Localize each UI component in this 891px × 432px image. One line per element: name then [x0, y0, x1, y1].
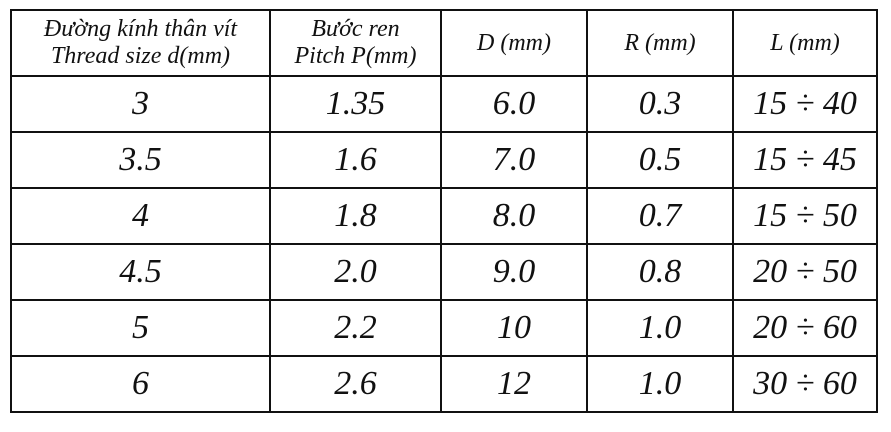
cell-pitch: 1.6	[269, 131, 442, 189]
header-r-label: R (mm)	[624, 29, 696, 56]
cell-pitch: 2.2	[269, 299, 442, 357]
table-row: 3 1.35 6.0 0.3 15 ÷ 40	[10, 75, 878, 133]
header-l: L (mm)	[732, 9, 878, 77]
header-d-label: D (mm)	[477, 29, 551, 56]
cell-d: 12	[440, 355, 588, 413]
header-thread-size-en: Thread size d(mm)	[50, 43, 231, 69]
cell-l: 30 ÷ 60	[732, 355, 878, 413]
cell-r: 0.8	[586, 243, 734, 301]
table-row: 6 2.6 12 1.0 30 ÷ 60	[10, 355, 878, 413]
cell-pitch: 2.0	[269, 243, 442, 301]
cell-pitch: 1.35	[269, 75, 442, 133]
header-pitch-en: Pitch P(mm)	[294, 43, 417, 69]
cell-thread-size: 6	[10, 355, 271, 413]
cell-thread-size: 3.5	[10, 131, 271, 189]
cell-r: 0.5	[586, 131, 734, 189]
cell-r: 0.7	[586, 187, 734, 245]
cell-r: 0.3	[586, 75, 734, 133]
table-row: 4.5 2.0 9.0 0.8 20 ÷ 50	[10, 243, 878, 301]
cell-l: 15 ÷ 40	[732, 75, 878, 133]
cell-pitch: 1.8	[269, 187, 442, 245]
header-l-label: L (mm)	[770, 29, 840, 56]
header-thread-size-vi: Đường kính thân vít	[43, 16, 238, 42]
cell-d: 8.0	[440, 187, 588, 245]
cell-l: 20 ÷ 60	[732, 299, 878, 357]
table-row: 4 1.8 8.0 0.7 15 ÷ 50	[10, 187, 878, 245]
cell-r: 1.0	[586, 299, 734, 357]
table-row: 5 2.2 10 1.0 20 ÷ 60	[10, 299, 878, 357]
table-header-row: Đường kính thân vít Thread size d(mm) Bư…	[10, 9, 878, 77]
header-r: R (mm)	[586, 9, 734, 77]
cell-r: 1.0	[586, 355, 734, 413]
cell-d: 10	[440, 299, 588, 357]
header-d: D (mm)	[440, 9, 588, 77]
cell-pitch: 2.6	[269, 355, 442, 413]
cell-thread-size: 3	[10, 75, 271, 133]
cell-l: 15 ÷ 45	[732, 131, 878, 189]
cell-d: 9.0	[440, 243, 588, 301]
cell-thread-size: 4	[10, 187, 271, 245]
cell-d: 6.0	[440, 75, 588, 133]
table-row: 3.5 1.6 7.0 0.5 15 ÷ 45	[10, 131, 878, 189]
cell-thread-size: 5	[10, 299, 271, 357]
cell-l: 15 ÷ 50	[732, 187, 878, 245]
thread-spec-table: Đường kính thân vít Thread size d(mm) Bư…	[10, 9, 878, 413]
header-pitch-vi: Bước ren	[311, 16, 400, 42]
header-thread-size: Đường kính thân vít Thread size d(mm)	[10, 9, 271, 77]
cell-thread-size: 4.5	[10, 243, 271, 301]
cell-d: 7.0	[440, 131, 588, 189]
header-pitch: Bước ren Pitch P(mm)	[269, 9, 442, 77]
cell-l: 20 ÷ 50	[732, 243, 878, 301]
